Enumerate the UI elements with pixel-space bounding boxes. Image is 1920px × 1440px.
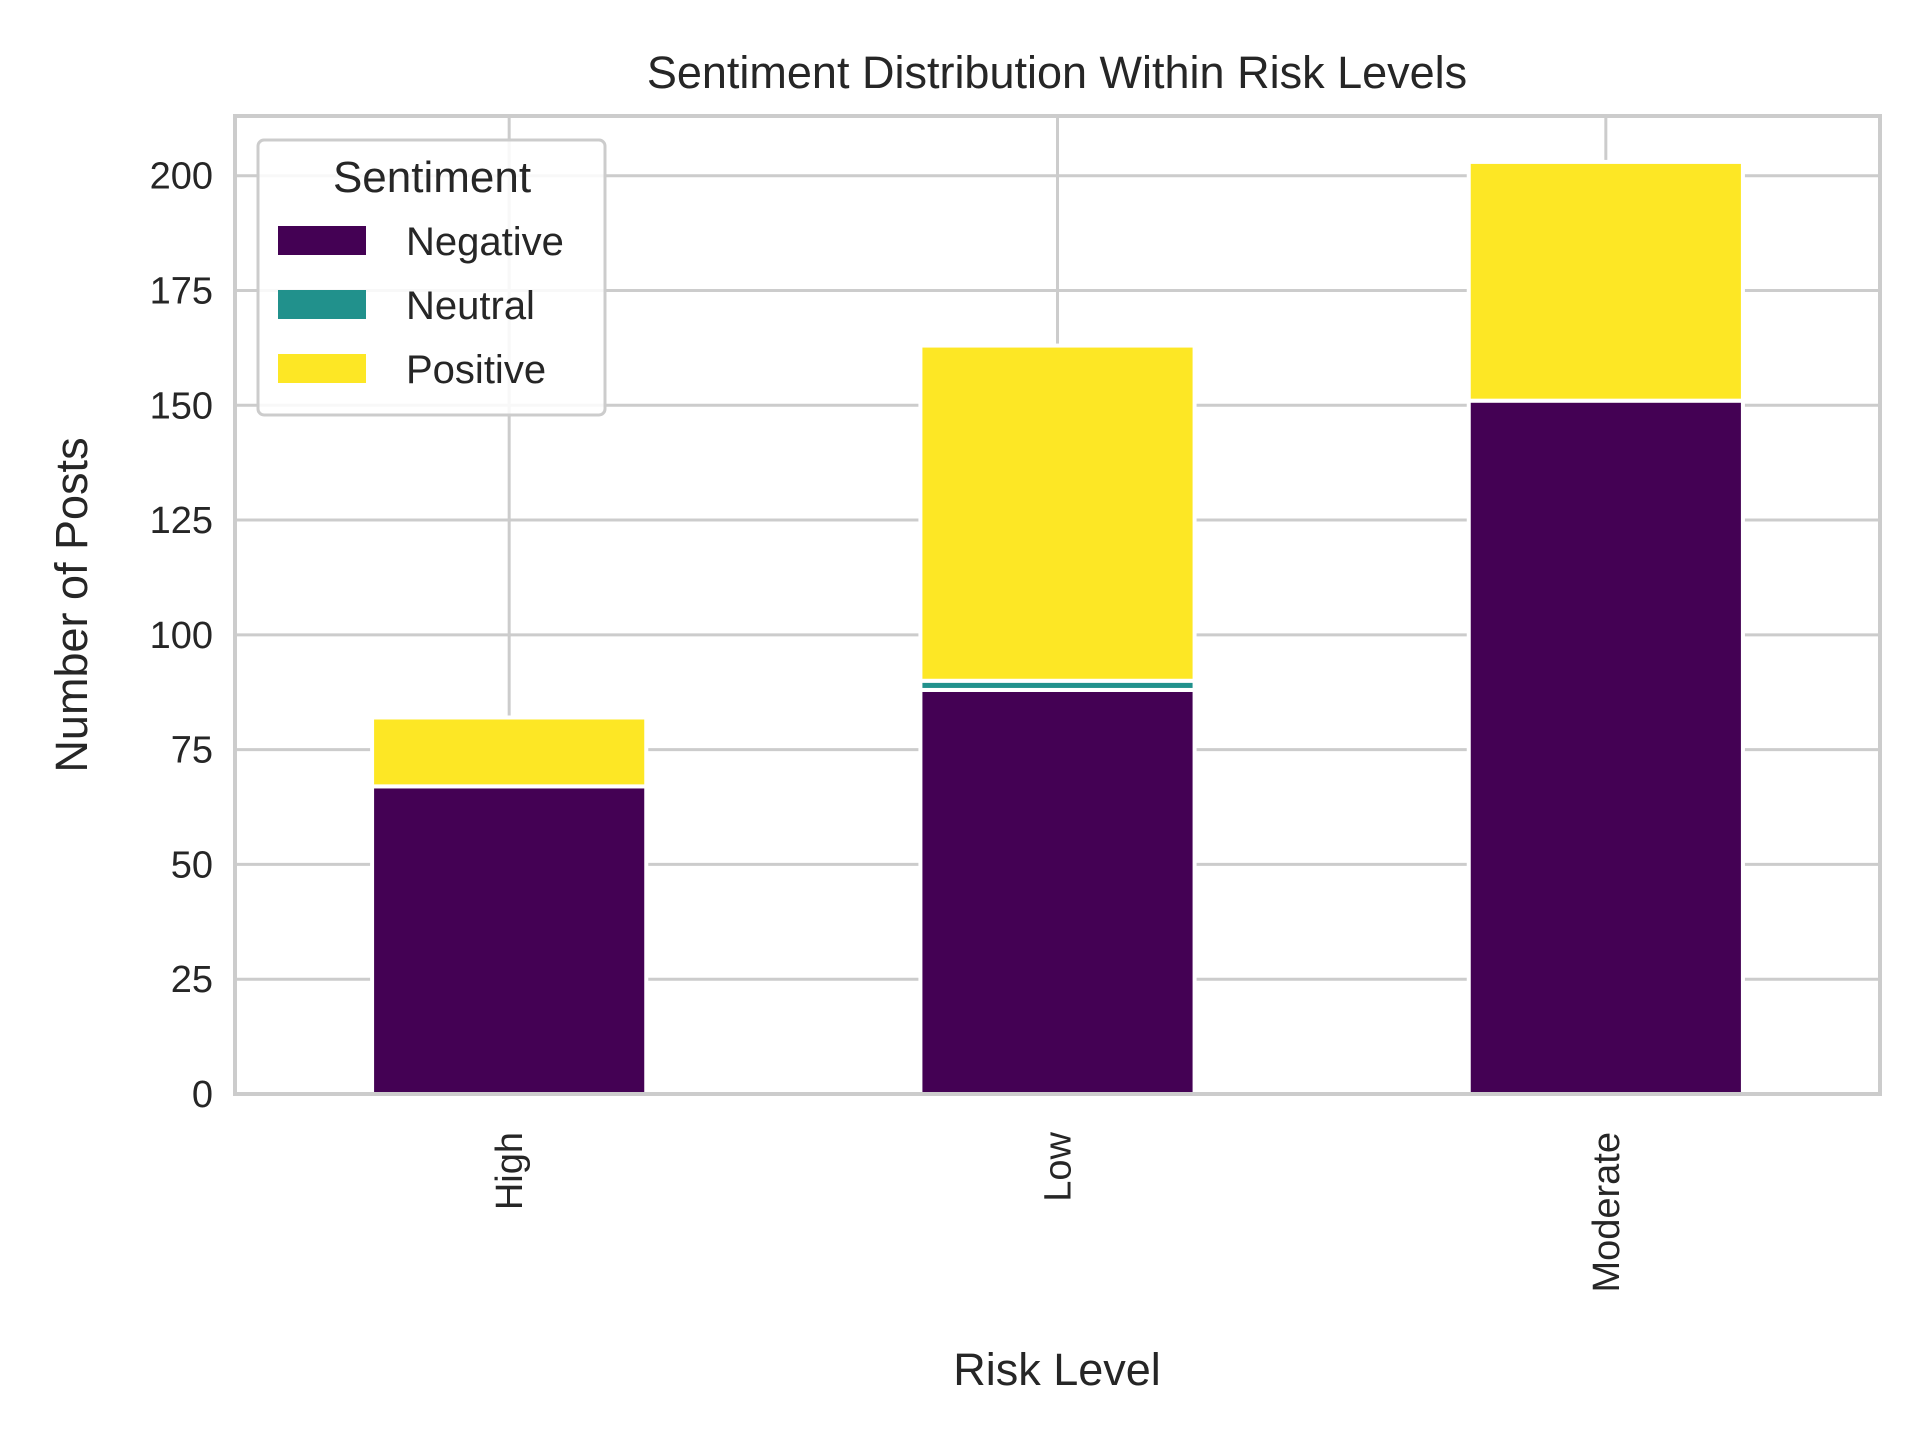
chart-title: Sentiment Distribution Within Risk Level… bbox=[647, 47, 1467, 98]
legend-swatch-negative bbox=[278, 226, 366, 255]
x-tick-label: Low bbox=[1038, 1131, 1080, 1201]
bar-moderate-positive bbox=[1466, 159, 1745, 403]
y-tick-label: 200 bbox=[150, 156, 213, 198]
y-axis-ticks: 0 25 50 75 100 125 150 175 200 bbox=[150, 156, 213, 1116]
bars bbox=[370, 159, 1745, 1096]
legend-label-negative: Negative bbox=[406, 220, 564, 264]
legend-title: Sentiment bbox=[333, 153, 531, 202]
legend-swatch-positive bbox=[278, 354, 366, 383]
bar-moderate-negative bbox=[1466, 398, 1745, 1096]
y-tick-label: 150 bbox=[150, 385, 213, 427]
bar-high-positive bbox=[370, 715, 649, 789]
legend-items: Negative Neutral Positive bbox=[278, 220, 564, 392]
legend-box bbox=[256, 138, 607, 417]
y-tick-label: 75 bbox=[171, 730, 213, 772]
legend-swatch-neutral bbox=[278, 290, 366, 319]
y-axis-label: Number of Posts bbox=[46, 437, 97, 772]
bar-low-negative bbox=[918, 687, 1197, 1096]
legend: Sentiment Negative Neutral Positive bbox=[256, 138, 607, 417]
axes-frame bbox=[233, 114, 1882, 1096]
y-tick-label: 50 bbox=[171, 844, 213, 886]
x-axis-label: Risk Level bbox=[953, 1344, 1161, 1395]
y-tick-label: 0 bbox=[192, 1074, 213, 1116]
x-tick-label: Moderate bbox=[1586, 1132, 1628, 1293]
x-axis-ticks: High Low Moderate bbox=[489, 1131, 1628, 1292]
y-tick-label: 125 bbox=[150, 500, 213, 542]
bar-low-positive bbox=[918, 343, 1197, 683]
x-tick-label: High bbox=[489, 1132, 531, 1210]
legend-label-neutral: Neutral bbox=[406, 284, 535, 328]
bar-high-negative bbox=[370, 784, 649, 1096]
y-tick-label: 175 bbox=[150, 270, 213, 312]
y-tick-label: 100 bbox=[150, 615, 213, 657]
legend-label-positive: Positive bbox=[406, 348, 546, 392]
y-tick-label: 25 bbox=[171, 959, 213, 1001]
